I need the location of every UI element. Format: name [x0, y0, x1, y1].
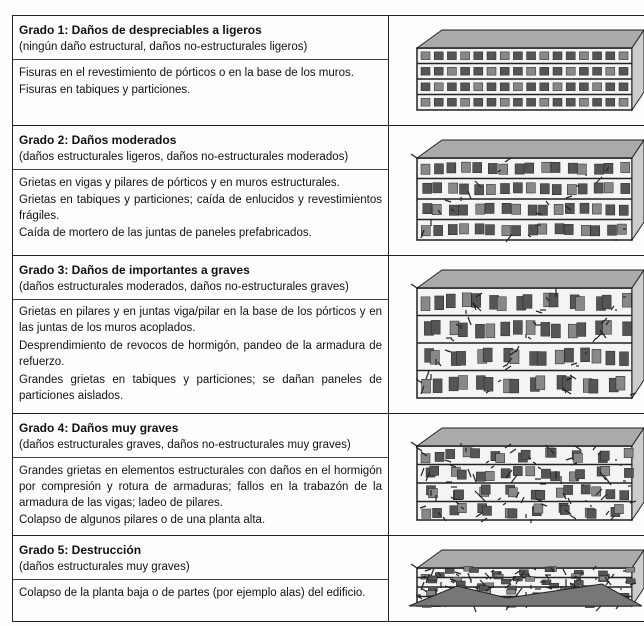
table-row: Grado 5: Destrucción (daños estructurales… [12, 535, 644, 622]
cell-description: Grietas en vigas y pilares de pórticos y… [13, 170, 388, 241]
text-cell: Grado 3: Daños de importantes a graves (d… [12, 256, 389, 413]
grade-subtitle: (daños estructurales graves, daños no-es… [19, 439, 351, 451]
description-line: Colapso de algunos pilares o de una plan… [19, 514, 266, 526]
description-line: Caída de mortero de las juntas de panele… [19, 227, 312, 239]
description-line: Grietas en tabiques y particiones; caída… [19, 194, 382, 222]
description-line: Grietas en vigas y pilares de pórticos y… [19, 177, 340, 189]
description-line: Grandes grietas en elementos estructural… [19, 465, 382, 509]
text-cell: Grado 5: Destrucción (daños estructurales… [12, 536, 389, 621]
table-row: Grado 3: Daños de importantes a graves (d… [12, 255, 644, 413]
cell-header: Grado 5: Destrucción (daños estructurales… [13, 536, 388, 580]
table-row: Grado 2: Daños moderados (daños estructur… [12, 125, 644, 255]
description-line: Grietas en pilares y en juntas viga/pila… [19, 306, 382, 334]
grade-title: Grado 5: Destrucción [19, 543, 142, 557]
cell-header: Grado 2: Daños moderados (daños estructur… [13, 126, 388, 170]
table-row: Grado 4: Daños muy graves (daños estructu… [12, 413, 644, 535]
cell-description: Colapso de la planta baja o de partes (p… [13, 580, 388, 601]
description-line: Fisuras en el revestimiento de pórticos … [19, 67, 354, 79]
grade-title: Grado 4: Daños muy graves [19, 421, 179, 435]
grade-title: Grado 3: Daños de importantes a graves [19, 263, 250, 277]
building-illustration [410, 269, 644, 400]
grade-subtitle: (daños estructurales ligeros, daños no-e… [19, 151, 349, 163]
building-illustration [408, 549, 644, 613]
building-illustration [410, 427, 644, 523]
cell-description: Fisuras en el revestimiento de pórticos … [13, 60, 388, 98]
description-line: Fisuras en tabiques y particiones. [19, 84, 191, 96]
description-line: Grandes grietas en tabiques y particione… [19, 374, 382, 402]
text-cell: Grado 1: Daños de despreciables a ligero… [12, 16, 389, 125]
grade-title: Grado 1: Daños de despreciables a ligero… [19, 23, 262, 37]
grade-subtitle: (daños estructurales muy graves) [19, 561, 190, 573]
description-line: Colapso de la planta baja o de partes (p… [19, 587, 366, 599]
description-line: Desprendimiento de revocos de hormigón, … [19, 340, 382, 368]
grade-title: Grado 2: Daños moderados [19, 133, 177, 147]
cell-header: Grado 4: Daños muy graves (daños estructu… [13, 414, 388, 458]
text-cell: Grado 2: Daños moderados (daños estructur… [12, 126, 389, 255]
cell-description: Grietas en pilares y en juntas viga/pila… [13, 300, 388, 404]
building-illustration [410, 139, 644, 243]
grade-subtitle: (ningún daño estructural, daños no-estru… [19, 41, 308, 53]
cell-header: Grado 3: Daños de importantes a graves (d… [13, 256, 388, 300]
text-cell: Grado 4: Daños muy graves (daños estructu… [12, 414, 389, 535]
cell-description: Grandes grietas en elementos estructural… [13, 458, 388, 528]
cell-header: Grado 1: Daños de despreciables a ligero… [13, 16, 388, 60]
building-illustration [415, 29, 644, 112]
grade-subtitle: (daños estructurales moderados, daños no… [19, 281, 349, 293]
table-row: Grado 1: Daños de despreciables a ligero… [12, 15, 644, 125]
